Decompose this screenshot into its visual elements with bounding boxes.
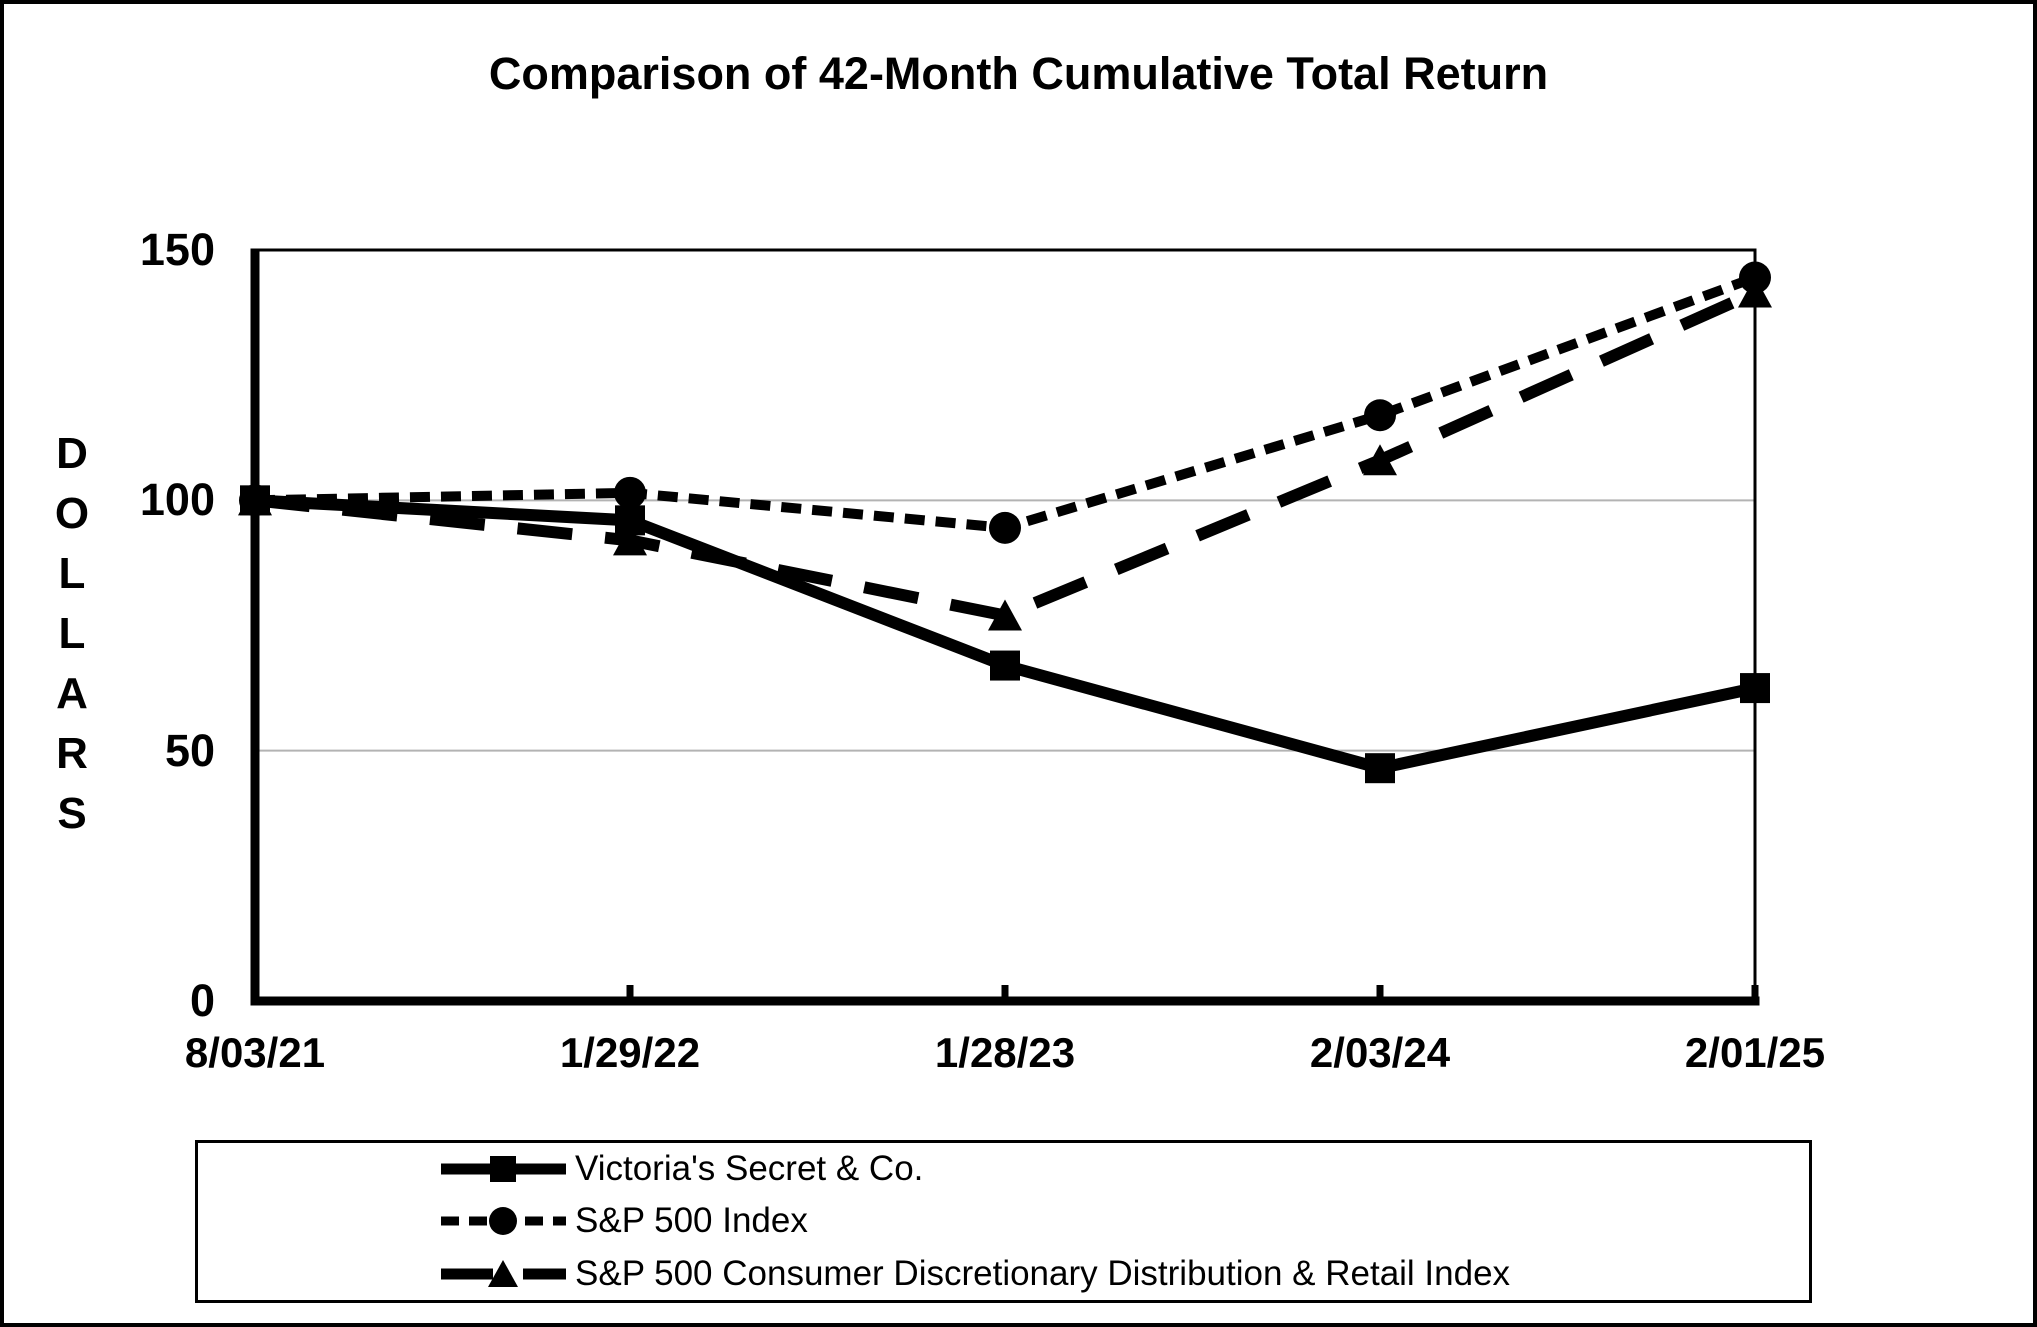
y-tick-label-50: 50 bbox=[164, 724, 215, 776]
x-tick-label-8/03/21: 8/03/21 bbox=[184, 1029, 326, 1076]
legend-row-sp500-consumer-disc: S&P 500 Consumer Discretionary Distribut… bbox=[198, 1248, 1809, 1300]
legend-marker-circle bbox=[489, 1207, 517, 1236]
legend-label: S&P 500 Index bbox=[575, 1201, 808, 1241]
legend-sample-dashed-triangle bbox=[441, 1259, 566, 1287]
data-point-triangle-1/29/22 bbox=[613, 524, 647, 556]
data-point-square-1/29/22 bbox=[615, 505, 645, 536]
y-axis-title-letter: R bbox=[56, 729, 88, 778]
x-tick-label-1/29/22: 1/29/22 bbox=[559, 1029, 701, 1076]
y-tick-label-0: 0 bbox=[189, 975, 215, 1026]
legend-row-sp500: S&P 500 Index bbox=[198, 1195, 1809, 1247]
data-point-square-8/03/21 bbox=[240, 485, 270, 516]
legend-sample-dotted-circle bbox=[441, 1207, 566, 1236]
y-axis-title-letter: D bbox=[56, 429, 88, 478]
y-tick-label-150: 150 bbox=[139, 224, 215, 275]
legend-label: S&P 500 Consumer Discretionary Distribut… bbox=[575, 1253, 1511, 1293]
y-tick-label-100: 100 bbox=[139, 474, 215, 526]
x-tick-label-2/01/25: 2/01/25 bbox=[1684, 1029, 1826, 1076]
x-tick-label-1/28/23: 1/28/23 bbox=[934, 1029, 1076, 1076]
legend: Victoria's Secret & Co. S&P 500 Index S&… bbox=[195, 1140, 1812, 1303]
legend-label: Victoria's Secret & Co. bbox=[575, 1149, 924, 1189]
x-tick-label-2/03/24: 2/03/24 bbox=[1309, 1029, 1451, 1076]
data-point-circle-2/03/24 bbox=[1364, 399, 1396, 432]
data-point-square-2/01/25 bbox=[1740, 673, 1770, 704]
data-point-circle-2/01/25 bbox=[1739, 261, 1771, 294]
legend-sample-solid-square bbox=[441, 1156, 566, 1183]
y-axis-title-letter: L bbox=[58, 609, 86, 658]
y-axis-title-letter: A bbox=[56, 669, 88, 718]
y-axis-title-letter: L bbox=[58, 549, 86, 598]
data-point-square-2/03/24 bbox=[1365, 753, 1395, 784]
chart-title: Comparison of 42-Month Cumulative Total … bbox=[488, 48, 1549, 99]
legend-row-victorias-secret: Victoria's Secret & Co. bbox=[198, 1143, 1809, 1195]
series-line-2 bbox=[254, 287, 1758, 622]
y-axis-title-letter: S bbox=[57, 789, 87, 838]
y-axis-title-letter: O bbox=[54, 489, 90, 538]
series-line-1 bbox=[254, 272, 1757, 533]
data-point-triangle-1/28/23 bbox=[988, 599, 1022, 631]
data-point-circle-1/28/23 bbox=[989, 511, 1021, 544]
data-point-square-1/28/23 bbox=[990, 650, 1020, 681]
data-point-circle-1/29/22 bbox=[614, 476, 646, 509]
legend-marker-square bbox=[490, 1156, 516, 1183]
legend-marker-triangle bbox=[488, 1259, 518, 1287]
data-point-triangle-2/03/24 bbox=[1363, 444, 1397, 476]
